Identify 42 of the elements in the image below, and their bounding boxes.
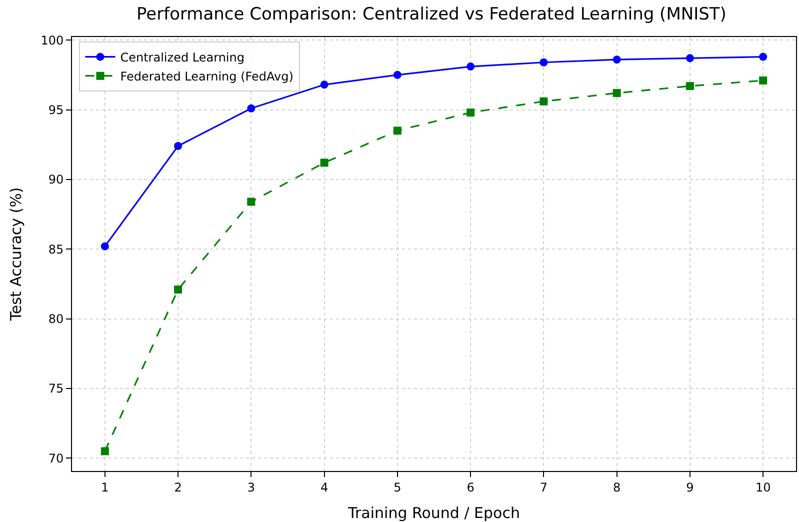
x-axis-title: Training Round / Epoch (347, 504, 520, 522)
point (540, 58, 548, 66)
x-tick-label: 2 (174, 480, 182, 494)
point (612, 56, 621, 64)
point (612, 89, 621, 98)
x-tick-label: 9 (686, 480, 694, 494)
x-tick-label: 8 (613, 480, 621, 494)
y-tick-label: 95 (48, 102, 64, 117)
y-tick-label: 70 (48, 451, 64, 466)
point (320, 80, 328, 89)
y-axis-title: Test Accuracy (%) (6, 187, 25, 322)
point (759, 76, 768, 84)
y-tick-label: 85 (48, 242, 64, 256)
point (174, 142, 182, 150)
x-tick-label: 1 (101, 480, 109, 494)
point (759, 52, 768, 61)
point (100, 242, 109, 250)
x-tick-label: 10 (755, 480, 771, 494)
x-tick-label: 3 (247, 480, 255, 494)
point (540, 97, 548, 106)
point (174, 286, 182, 294)
y-tick-label: 100 (40, 33, 64, 48)
point (466, 108, 475, 117)
x-tick-label: 4 (320, 480, 328, 494)
x-tick-label: 7 (540, 480, 548, 494)
point (100, 447, 109, 456)
legend-label: Federated Learning (FedAvg) (120, 70, 294, 84)
point (466, 62, 475, 71)
point (393, 126, 402, 135)
legend-label: Centralized Learning (120, 50, 244, 65)
y-tick-label: 75 (48, 382, 64, 396)
x-tick-label: 6 (466, 480, 474, 494)
chart-title: Performance Comparison: Centralized vs Federated Learning (MNIST) (136, 4, 726, 25)
y-tick-label: 80 (48, 312, 64, 326)
point (393, 70, 402, 79)
point (247, 198, 256, 206)
point (686, 82, 694, 90)
y-tick-label: 90 (48, 172, 64, 187)
point (247, 104, 256, 112)
point (686, 54, 694, 62)
x-tick-label: 5 (394, 480, 402, 494)
point (320, 158, 328, 167)
